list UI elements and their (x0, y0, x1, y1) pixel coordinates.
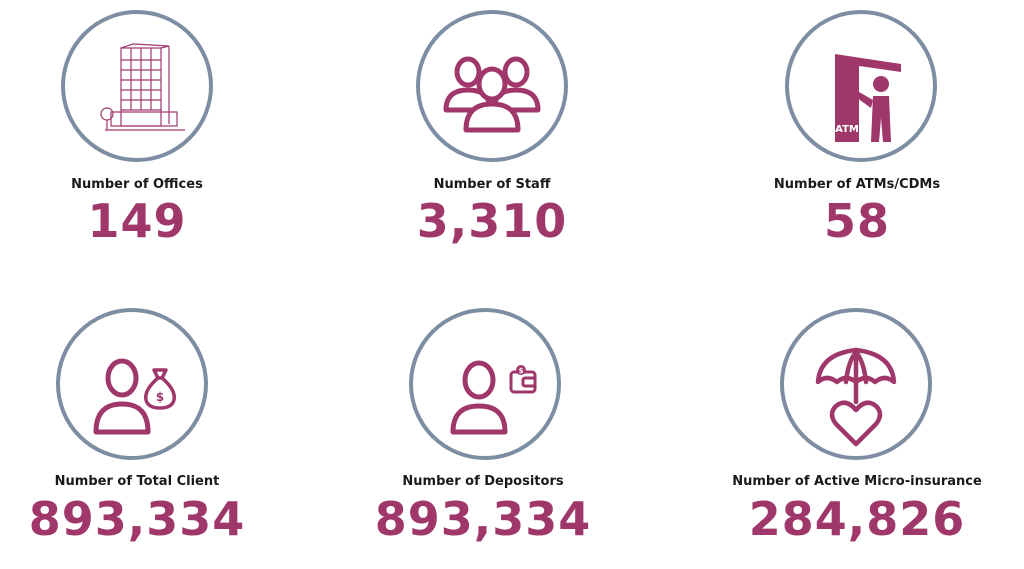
total-client-label: Number of Total Client (54, 474, 220, 489)
offices-icon-circle (61, 10, 213, 162)
client-money-bag-icon: $ (93, 358, 176, 435)
staff-group-icon (443, 56, 541, 133)
staff-label: Number of Staff (433, 177, 551, 192)
svg-text:$: $ (519, 367, 524, 375)
offices-value: 149 (87, 194, 187, 248)
total-client-icon-circle: $ (56, 308, 208, 460)
depositors-icon-circle: $ (409, 308, 561, 460)
svg-text:$: $ (156, 390, 164, 404)
offices-label: Number of Offices (71, 177, 203, 192)
atms-value: 58 (823, 194, 890, 248)
svg-text:ATM: ATM (835, 124, 859, 135)
staff-icon-circle (416, 10, 568, 162)
depositors-label: Number of Depositors (402, 474, 564, 489)
micro-insurance-value: 284,826 (748, 492, 966, 546)
depositor-wallet-icon: $ (450, 360, 537, 435)
atms-label: Number of ATMs/CDMs (773, 177, 941, 192)
total-client-value: 893,334 (28, 492, 246, 546)
office-building-icon (100, 43, 185, 131)
micro-insurance-icon-circle (780, 308, 932, 460)
depositors-value: 893,334 (374, 492, 592, 546)
atm-icon: ATM (835, 54, 901, 142)
umbrella-heart-icon (815, 347, 897, 447)
atms-icon-circle: ATM (785, 10, 937, 162)
staff-value: 3,310 (416, 194, 568, 248)
micro-insurance-label: Number of Active Micro-insurance (732, 474, 982, 489)
